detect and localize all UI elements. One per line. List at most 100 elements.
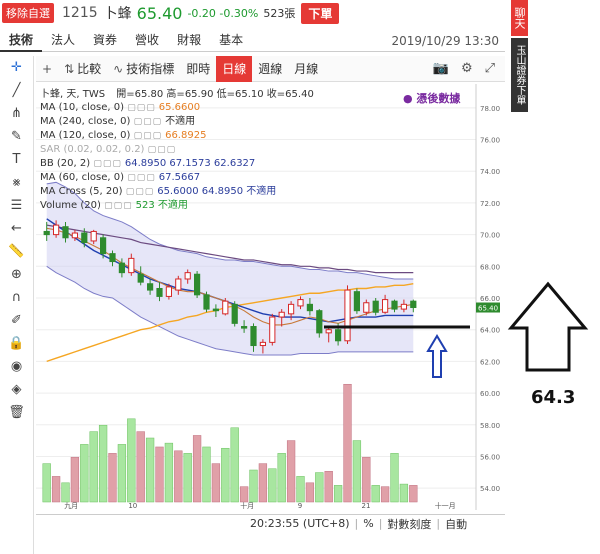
legend-controls-icon[interactable]: ▢▢▢ <box>93 159 122 169</box>
candle-body <box>306 303 313 312</box>
legend-label: MA (120, close, 0) <box>40 130 131 141</box>
tab-revenue[interactable]: 營收 <box>135 32 160 47</box>
legend-row-ma10[interactable]: MA (10, close, 0) ▢▢▢ 65.6600 <box>40 101 314 115</box>
legend-controls-icon[interactable]: ▢▢▢ <box>127 173 156 183</box>
volume-bar <box>239 486 249 503</box>
candle-body <box>100 237 107 255</box>
ma60-line <box>46 224 414 274</box>
legend-row-ma240[interactable]: MA (240, close, 0) ▢▢▢ 不適用 <box>40 115 314 129</box>
tab-financials[interactable]: 財報 <box>177 32 202 47</box>
volume-bar <box>371 485 380 503</box>
stock-code: 1215 <box>62 5 98 21</box>
magnet-icon[interactable]: ∩ <box>11 290 22 305</box>
volume-bar <box>70 456 80 503</box>
legend-row-macross[interactable]: MA Cross (5, 20) ▢▢▢ 65.6000 64.8950 不適用 <box>40 185 314 199</box>
crosshair-icon[interactable]: ✛ <box>11 60 22 75</box>
legend-controls-icon[interactable]: ▢▢▢ <box>127 103 156 113</box>
pattern-icon[interactable]: ⨳ <box>12 175 21 190</box>
legend-title: 卜蜂, 天, TWS <box>40 89 106 100</box>
tab-margin[interactable]: 資券 <box>93 32 118 47</box>
candle-body <box>203 294 210 310</box>
zoom-icon[interactable]: ⊕ <box>11 267 22 282</box>
camera-icon[interactable]: 📷 <box>432 61 449 76</box>
settings-icon[interactable]: ⚙ <box>460 61 473 76</box>
x-tick-label: 9 <box>298 502 302 510</box>
legend-controls-icon[interactable]: ▢▢▢ <box>125 187 155 197</box>
legend-label: MA Cross (5, 20) <box>40 186 123 197</box>
stock-header: 移除自選 1215 卜蜂 65.40 -0.20 -0.30% 523張 下單 <box>0 0 505 26</box>
layers-icon[interactable]: ◈ <box>11 382 22 397</box>
trend-line-icon[interactable]: ╱ <box>12 83 21 98</box>
candle-body <box>278 311 285 318</box>
stock-volume: 523張 <box>263 7 296 20</box>
candle-body <box>259 341 267 347</box>
order-button[interactable]: 下單 <box>301 2 340 24</box>
volume-bar <box>145 437 155 503</box>
y-tick-label: 76.00 <box>480 137 500 145</box>
tab-institutional[interactable]: 法人 <box>51 32 76 47</box>
legend-row-ma60[interactable]: MA (60, close, 0) ▢▢▢ 67.5667 <box>40 171 314 185</box>
volume-bar <box>277 453 286 503</box>
legend-row-volume[interactable]: Volume (20) ▢▢▢ 523 不適用 <box>40 199 314 213</box>
separator: | <box>436 517 441 530</box>
y-tick-label: 72.00 <box>480 200 500 208</box>
legend-controls-icon[interactable]: ▢▢▢ <box>133 131 163 141</box>
legend-controls-icon[interactable]: ▢▢▢ <box>104 201 133 211</box>
weekly-button[interactable]: 週線 <box>258 62 283 76</box>
candle-body <box>175 278 182 291</box>
y-tick-label: 62.00 <box>480 358 500 366</box>
legend-label: MA (60, close, 0) <box>40 172 125 183</box>
candle-body <box>184 272 191 280</box>
candle-body <box>241 326 248 329</box>
pencil-lock-icon[interactable]: ✐ <box>11 313 22 328</box>
fullscreen-icon[interactable]: ⤢ <box>484 61 495 76</box>
eye-icon[interactable]: ◉ <box>10 359 23 374</box>
legend-label: Volume (20) <box>40 200 101 211</box>
tab-technical[interactable]: 技術 <box>0 30 43 52</box>
legend-ohlc: 開=65.80 高=65.90 低=65.10 收=65.40 <box>116 89 314 100</box>
volume-bar <box>305 482 315 503</box>
daily-button[interactable]: 日線 <box>216 55 253 82</box>
separator: | <box>378 517 383 530</box>
volume-bar <box>117 444 127 503</box>
broker-order-tab[interactable]: 玉山證券下單 <box>511 38 528 112</box>
ruler-icon[interactable]: 📏 <box>8 244 25 259</box>
indicators-button[interactable]: ∿ 技術指標 <box>107 56 180 82</box>
trash-icon[interactable]: 🗑 <box>8 405 25 420</box>
legend-controls-icon[interactable]: ▢▢▢ <box>133 117 163 127</box>
stock-price: 65.40 <box>136 3 183 23</box>
legend-controls-icon[interactable]: ▢▢▢ <box>147 145 177 155</box>
candle-body <box>43 230 50 236</box>
text-icon[interactable]: T <box>12 152 21 167</box>
remove-watchlist-button[interactable]: 移除自選 <box>2 3 54 23</box>
candle-body <box>90 230 97 242</box>
candle-body <box>372 300 379 313</box>
ma20-line <box>46 218 414 323</box>
stock-name: 卜蜂 <box>103 6 132 22</box>
compare-button[interactable]: ⇅ 比較 <box>58 56 107 82</box>
chat-room-tab[interactable]: 聊天室 <box>497 0 528 36</box>
fib-icon[interactable]: ☰ <box>10 198 23 213</box>
volume-bar <box>89 431 98 503</box>
volume-bar <box>286 440 296 503</box>
legend-row-sar[interactable]: SAR (0.02, 0.02, 0.2) ▢▢▢ <box>40 143 314 157</box>
arrow-left-icon[interactable]: ← <box>11 221 22 236</box>
add-symbol-button[interactable]: + <box>36 56 58 82</box>
lock-icon[interactable]: 🔒 <box>8 336 25 351</box>
brush-icon[interactable]: ✎ <box>11 129 22 144</box>
volume-bar <box>399 483 409 503</box>
candle-body <box>335 329 342 342</box>
realtime-button[interactable]: 即時 <box>186 62 211 76</box>
log-scale-toggle[interactable]: 對數刻度 <box>387 517 432 531</box>
price-chart[interactable]: 54.00 56.00 58.00 60.00 62.00 64.00 66.00 68.00… <box>36 84 503 510</box>
monthly-button[interactable]: 月線 <box>294 62 319 76</box>
pitchfork-icon[interactable]: ⋔ <box>11 106 22 121</box>
percent-toggle[interactable]: % <box>363 517 374 530</box>
legend-row-ma120[interactable]: MA (120, close, 0) ▢▢▢ 66.8925 <box>40 129 314 143</box>
small-arrow-icon <box>426 334 448 378</box>
candle-body <box>325 329 332 334</box>
legend-row-bb[interactable]: BB (20, 2) ▢▢▢ 64.8950 67.1573 62.6327 <box>40 157 314 171</box>
auto-scale-toggle[interactable]: 自動 <box>445 517 468 531</box>
volume-bar <box>249 469 258 503</box>
tab-basic[interactable]: 基本 <box>219 32 244 47</box>
